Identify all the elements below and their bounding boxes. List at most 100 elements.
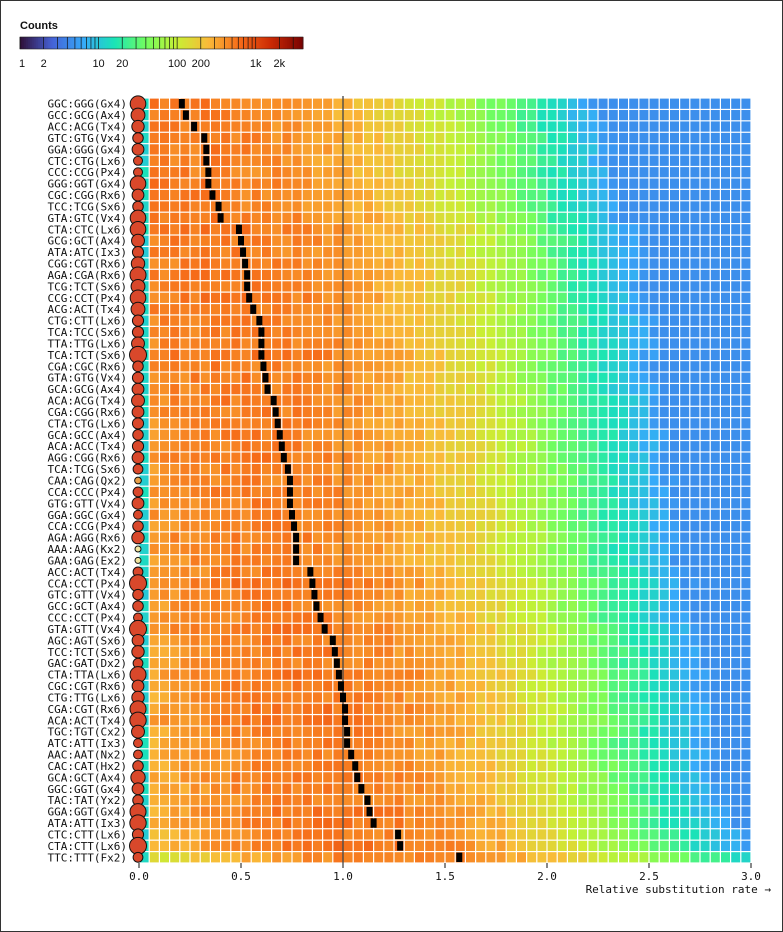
heatmap-cell [241, 772, 251, 783]
heatmap-cell [466, 509, 475, 520]
heatmap-cell [629, 189, 639, 201]
heatmap-cell [251, 349, 261, 361]
heatmap-cell [690, 817, 700, 829]
heatmap-cell [659, 144, 669, 155]
heatmap-cell [710, 669, 720, 680]
heatmap-cell [180, 338, 190, 349]
heatmap-cell [394, 658, 404, 669]
heatmap-cell [200, 669, 210, 680]
heatmap-cell [149, 384, 159, 395]
heatmap-cell [527, 144, 537, 155]
heatmap-cell [302, 463, 312, 475]
heatmap-cell [455, 418, 465, 429]
heatmap-cell [629, 806, 639, 817]
heatmap-cell [506, 441, 516, 452]
heatmap-cell [374, 829, 384, 840]
heatmap-cell [170, 715, 180, 726]
heatmap-cell [588, 760, 598, 772]
heatmap-cell [445, 669, 455, 680]
heatmap-cell [680, 852, 690, 863]
heatmap-cell [568, 144, 577, 155]
legend-color-swatch [70, 37, 74, 49]
row-label: CGA:CGT(Rx6) [48, 703, 127, 716]
heatmap-cell [313, 589, 322, 600]
heatmap-cell [690, 441, 700, 452]
heatmap-cell [486, 578, 496, 589]
heatmap-cell [190, 806, 200, 817]
heatmap-cell [588, 269, 598, 281]
heatmap-cell [639, 543, 649, 555]
heatmap-cell [537, 635, 547, 646]
heatmap-cell [425, 269, 435, 281]
heatmap-cell [537, 167, 547, 178]
heatmap-cell [670, 463, 679, 475]
heatmap-cell [680, 566, 690, 577]
heatmap-cell [160, 772, 169, 783]
heatmap-cell [333, 486, 343, 498]
legend-color-swatch [226, 37, 229, 49]
heatmap-cell [547, 189, 557, 201]
heatmap-cell [333, 600, 343, 612]
heatmap-cell [170, 749, 180, 760]
heatmap-cell [241, 646, 251, 657]
heatmap-cell [374, 361, 384, 372]
heatmap-cell [364, 738, 373, 749]
heatmap-cell [731, 783, 741, 794]
heatmap-cell [211, 235, 220, 246]
heatmap-cell [690, 589, 700, 600]
heatmap-cell [466, 703, 475, 714]
heatmap-cell [721, 167, 730, 178]
heatmap-cell [353, 829, 363, 840]
heatmap-cell [394, 304, 404, 315]
heatmap-cell [415, 612, 424, 623]
heatmap-cell [425, 817, 435, 829]
heatmap-cell [292, 121, 302, 132]
heatmap-cell [343, 201, 353, 212]
heatmap-cell [455, 783, 465, 794]
heatmap-cell [323, 486, 333, 498]
heatmap-cell [537, 132, 547, 144]
heatmap-cell [221, 132, 231, 144]
heatmap-cell [496, 384, 506, 395]
heatmap-cell [160, 658, 169, 669]
heatmap-cell [659, 201, 669, 212]
heatmap-cell [262, 178, 271, 189]
heatmap-cell [568, 498, 577, 509]
heatmap-cell [364, 749, 373, 760]
heatmap-cell [353, 132, 363, 144]
heatmap-cell [323, 463, 333, 475]
heatmap-cell [353, 361, 363, 372]
heatmap-cell [221, 406, 231, 418]
heatmap-cell [578, 692, 588, 703]
heatmap-cell [486, 669, 496, 680]
heatmap-cell [272, 452, 282, 463]
heatmap-cell [680, 680, 690, 692]
heatmap-cell [292, 281, 302, 292]
heatmap-cell [302, 132, 312, 144]
heatmap-cell [710, 543, 720, 555]
heatmap-cell [262, 258, 271, 269]
heatmap-cell [343, 772, 353, 783]
heatmap-cell [731, 703, 741, 714]
heatmap-cell [251, 555, 261, 566]
heatmap-cell [629, 178, 639, 189]
heatmap-cell [659, 726, 669, 737]
heatmap-cell [262, 281, 271, 292]
heatmap-cell [302, 692, 312, 703]
heatmap-cell [486, 212, 496, 223]
heatmap-cell [486, 795, 496, 806]
heatmap-cell [598, 406, 608, 418]
heatmap-cell [139, 600, 149, 612]
heatmap-cell [639, 806, 649, 817]
heatmap-cell [139, 749, 149, 760]
legend-color-swatch [38, 37, 41, 49]
heatmap-cell [262, 555, 271, 566]
heatmap-cell [690, 189, 700, 201]
heatmap-cell [425, 281, 435, 292]
heatmap-cell [374, 418, 384, 429]
heatmap-cell [262, 852, 271, 863]
heatmap-cell [598, 178, 608, 189]
heatmap-cell [659, 155, 669, 166]
heatmap-cell [200, 292, 210, 303]
heatmap-cell [670, 326, 679, 338]
